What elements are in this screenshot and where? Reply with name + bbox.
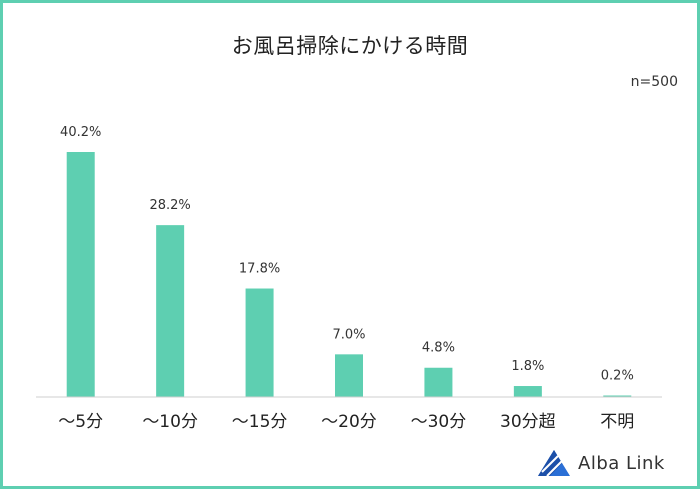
category-label-6: 不明 bbox=[600, 412, 634, 432]
category-label-5: 30分超 bbox=[500, 412, 556, 432]
bars-group bbox=[66, 152, 632, 397]
bar-1 bbox=[156, 225, 185, 397]
category-label-0: ～5分 bbox=[58, 412, 103, 432]
bar-2 bbox=[245, 288, 274, 397]
value-label-5: 1.8% bbox=[511, 359, 544, 374]
sample-size-note: n=500 bbox=[630, 74, 678, 90]
alba-link-logo: Alba Link bbox=[536, 448, 686, 478]
bar-3 bbox=[335, 354, 363, 397]
bar-5 bbox=[513, 386, 542, 397]
value-label-1: 28.2% bbox=[149, 198, 190, 213]
triangle-logo-icon bbox=[538, 450, 570, 477]
bar-6 bbox=[603, 395, 632, 397]
logo-text: Alba Link bbox=[578, 453, 665, 474]
value-label-4: 4.8% bbox=[422, 341, 455, 356]
category-label-1: ～10分 bbox=[142, 412, 198, 432]
chart-title: お風呂掃除にかける時間 bbox=[231, 34, 469, 58]
category-label-3: ～20分 bbox=[321, 412, 377, 432]
category-label-4: ～30分 bbox=[411, 412, 467, 432]
bar-4 bbox=[424, 367, 453, 397]
value-label-6: 0.2% bbox=[601, 369, 634, 384]
value-labels-group: 40.2% 28.2% 17.8% 7.0% 4.8% 1.8% 0.2% bbox=[60, 125, 634, 384]
value-label-2: 17.8% bbox=[239, 262, 280, 277]
value-label-0: 40.2% bbox=[60, 125, 101, 140]
category-label-2: ～15分 bbox=[232, 412, 288, 432]
bar-0 bbox=[66, 152, 95, 397]
value-label-3: 7.0% bbox=[332, 327, 365, 342]
category-labels-group: ～5分 ～10分 ～15分 ～20分 ～30分 30分超 不明 bbox=[58, 412, 634, 432]
